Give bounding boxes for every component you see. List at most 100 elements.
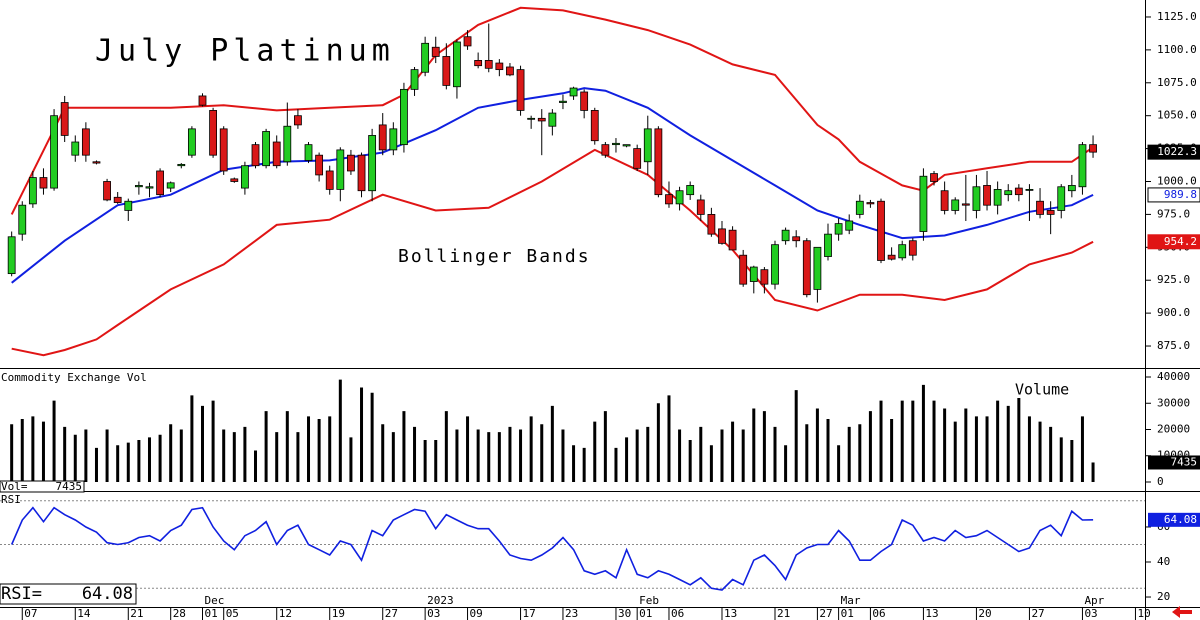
panel-title: Commodity Exchange Vol: [1, 371, 147, 384]
x-tick-label: 28: [173, 607, 186, 620]
candle-body: [336, 149, 345, 190]
candle-body: [686, 185, 695, 196]
volume-bar: [200, 405, 204, 482]
candle-body: [1025, 188, 1034, 191]
x-tick-label: 19: [332, 607, 345, 620]
volume-bar: [328, 416, 332, 482]
volume-bar: [964, 408, 968, 482]
volume-bar: [487, 432, 491, 482]
candle-body: [771, 244, 779, 285]
y-tick-label: 900.0: [1157, 306, 1190, 319]
volume-bar: [434, 439, 438, 482]
candle-body: [951, 199, 960, 211]
candle-body: [665, 194, 673, 205]
volume-bar: [943, 408, 947, 482]
volume-bar: [773, 426, 777, 482]
candle-body: [781, 229, 790, 242]
candle-body: [325, 170, 334, 190]
candle-body: [219, 128, 228, 172]
volume-bar: [190, 395, 194, 482]
volume-bar: [296, 432, 300, 482]
volume-bar: [1017, 398, 1021, 482]
volume-bar: [847, 426, 851, 482]
x-tick-label: 01: [639, 607, 652, 620]
y-tick-label: 925.0: [1157, 273, 1190, 286]
candle-body: [760, 269, 769, 285]
volume-bar: [381, 424, 385, 482]
candle-body: [633, 148, 642, 169]
volume-bar: [720, 429, 724, 482]
volume-bar: [646, 426, 650, 482]
candle-body: [156, 170, 164, 196]
price-tag-label: 989.8: [1164, 188, 1197, 201]
x-tick-label: 30: [618, 607, 631, 620]
candle-body: [71, 141, 80, 156]
volume-bar: [921, 384, 925, 482]
month-label: Apr: [1084, 594, 1104, 607]
bollinger-band: [10, 6, 1094, 215]
candle-body: [622, 144, 631, 147]
volume-bar: [794, 390, 798, 482]
volume-bar: [709, 445, 713, 482]
volume-bar: [31, 416, 35, 482]
panel-title: RSI: [1, 493, 21, 506]
volume-bar: [815, 408, 819, 482]
candle-body: [251, 144, 260, 167]
candle-body: [1057, 186, 1066, 211]
candle-body: [134, 185, 143, 188]
volume-bar: [338, 379, 342, 482]
candle-body: [919, 175, 928, 232]
candle-body: [1078, 144, 1087, 188]
volume-bar: [126, 442, 130, 482]
volume-bar: [307, 416, 311, 482]
volume-bar: [41, 421, 45, 482]
candle-body: [908, 240, 917, 256]
x-tick-label: 14: [77, 607, 91, 620]
volume-bar: [222, 429, 226, 482]
volume-bar: [741, 429, 745, 482]
volume-bar: [254, 450, 258, 482]
candle-body: [230, 178, 239, 182]
candle-body: [294, 115, 302, 126]
volume-bar: [1038, 421, 1042, 482]
candle-body: [612, 142, 620, 146]
annotation: Volume: [1015, 381, 1069, 399]
candle-body: [813, 246, 822, 290]
volume-bar: [519, 429, 523, 482]
volume-bar: [540, 424, 544, 482]
volume-bar: [699, 426, 703, 482]
volume-bar: [985, 416, 989, 482]
candle-body: [718, 228, 726, 244]
volume-bar: [63, 426, 67, 482]
readout-label: Vol=: [1, 480, 28, 493]
volume-bar: [275, 432, 279, 482]
candle-body: [283, 125, 292, 163]
y-tick-label: 875.0: [1157, 339, 1190, 352]
volume-bar: [169, 424, 173, 482]
volume-bar: [731, 421, 735, 482]
candle-body: [60, 102, 69, 136]
volume-bar: [413, 426, 417, 482]
volume-bar: [476, 429, 480, 482]
volume-bar: [1027, 416, 1031, 482]
candle-body: [7, 236, 16, 275]
value-tag-label: 64.08: [1164, 513, 1197, 526]
candle-body: [972, 186, 981, 211]
candle-body: [590, 110, 599, 142]
volume-bar: [391, 432, 395, 482]
candle-body: [484, 60, 493, 69]
candle-body: [431, 46, 440, 57]
candle-body: [527, 117, 536, 120]
volume-bar: [932, 400, 936, 482]
volume-bar: [688, 439, 692, 482]
candle-body: [124, 200, 133, 211]
y-tick-label: 1075.0: [1157, 76, 1197, 89]
candle-body: [930, 173, 938, 182]
volume-bar: [370, 392, 374, 482]
scroll-arrow[interactable]: [1172, 606, 1192, 618]
volume-bar: [349, 437, 353, 482]
y-tick-label: 1000.0: [1157, 174, 1197, 187]
candle-body: [559, 100, 567, 103]
volume-bar: [179, 429, 183, 482]
candle-body: [1067, 185, 1076, 192]
